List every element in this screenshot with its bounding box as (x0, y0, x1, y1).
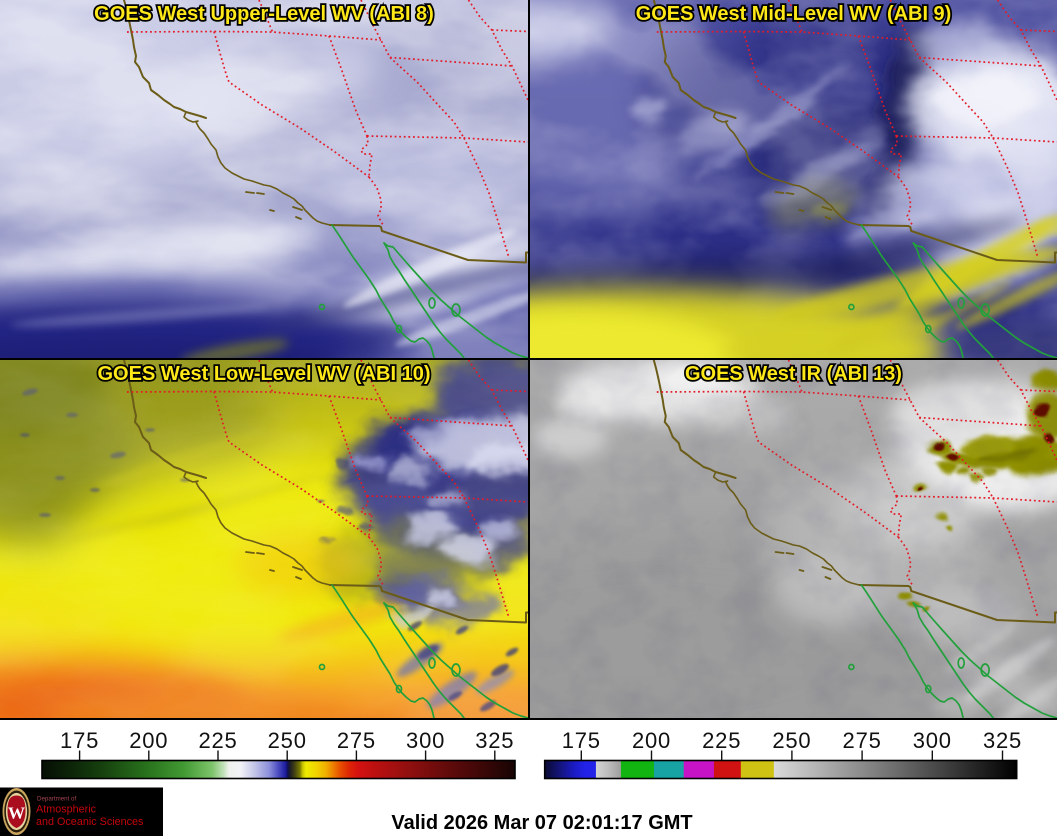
svg-text:275: 275 (337, 728, 376, 753)
svg-text:275: 275 (843, 728, 882, 753)
svg-text:175: 175 (60, 728, 99, 753)
svg-text:Department of: Department of (37, 795, 76, 802)
svg-text:300: 300 (406, 728, 445, 753)
svg-text:GOES West Mid-Level WV (ABI 9): GOES West Mid-Level WV (ABI 9) (636, 3, 952, 25)
svg-text:200: 200 (632, 728, 671, 753)
svg-text:250: 250 (268, 728, 307, 753)
svg-text:GOES West IR (ABI 13): GOES West IR (ABI 13) (685, 363, 902, 385)
svg-text:300: 300 (913, 728, 952, 753)
svg-text:Atmospheric: Atmospheric (36, 803, 97, 815)
svg-text:Valid 2026 Mar 07 02:01:17 GMT: Valid 2026 Mar 07 02:01:17 GMT (391, 812, 692, 834)
svg-text:325: 325 (983, 728, 1022, 753)
svg-text:250: 250 (772, 728, 811, 753)
svg-text:175: 175 (562, 728, 601, 753)
svg-text:325: 325 (475, 728, 514, 753)
svg-text:200: 200 (129, 728, 168, 753)
svg-text:W: W (8, 803, 25, 822)
svg-text:GOES West Low-Level WV (ABI 10: GOES West Low-Level WV (ABI 10) (97, 363, 430, 385)
svg-text:and Oceanic Sciences: and Oceanic Sciences (36, 816, 144, 828)
svg-text:GOES West Upper-Level WV (ABI: GOES West Upper-Level WV (ABI 8) (94, 3, 434, 25)
svg-text:225: 225 (198, 728, 237, 753)
svg-text:225: 225 (702, 728, 741, 753)
